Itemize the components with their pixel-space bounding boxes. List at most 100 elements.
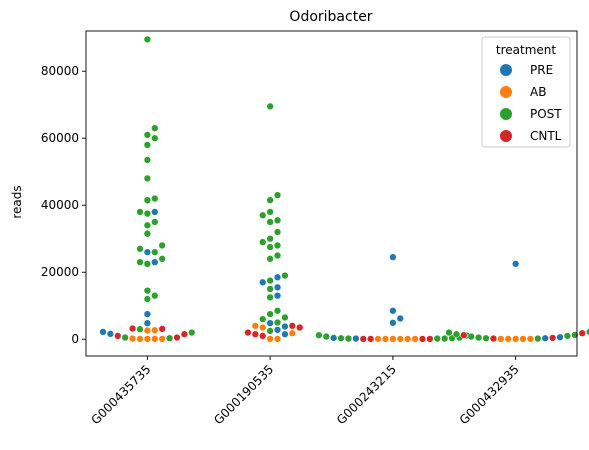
data-point-post — [266, 255, 274, 263]
data-point-cntl — [296, 323, 304, 332]
data-point-post — [563, 332, 572, 340]
data-point-pre — [330, 334, 338, 342]
data-point-post — [136, 245, 144, 253]
data-point-pre — [281, 330, 289, 338]
data-point-post — [266, 310, 274, 318]
data-point-cntl — [158, 325, 166, 333]
y-axis: 0 20000 40000 60000 80000 — [41, 64, 86, 346]
data-point-post — [143, 221, 152, 229]
data-point-ab — [411, 335, 419, 343]
data-point-cntl — [128, 324, 137, 333]
data-point-post — [534, 334, 542, 343]
legend-marker-pre — [500, 64, 512, 76]
data-point-post — [482, 334, 490, 342]
data-point-cntl — [114, 332, 122, 340]
data-point-post — [143, 287, 152, 295]
data-point-ab — [504, 335, 512, 343]
y-tick-label: 20000 — [41, 265, 79, 279]
x-axis: G000435735 G000190535 G000243215 G000432935 — [88, 356, 522, 427]
data-point-ab — [381, 335, 390, 343]
data-point-ab — [396, 335, 404, 343]
data-point-cntl — [460, 331, 468, 339]
data-point-post — [266, 276, 274, 285]
legend-marker-cntl — [500, 130, 512, 142]
data-point-ab — [259, 323, 267, 332]
data-point-pre — [151, 258, 159, 266]
data-point-ab — [404, 335, 412, 343]
data-point-pre — [106, 330, 115, 338]
data-point-ab — [288, 329, 296, 337]
data-point-post — [266, 208, 274, 216]
data-point-pre — [266, 319, 274, 327]
data-point-pre — [273, 292, 282, 300]
data-point-post — [143, 156, 152, 164]
data-point-post — [143, 209, 152, 218]
data-point-post — [273, 307, 282, 315]
data-point-ab — [497, 335, 505, 343]
data-point-pre — [389, 253, 397, 261]
data-point-ab — [519, 335, 527, 343]
data-point-post — [266, 285, 274, 293]
legend: treatment PRE AB POST CNTL — [481, 36, 571, 148]
data-point-post — [281, 313, 289, 322]
data-point-ab — [273, 335, 282, 343]
data-point-post — [121, 333, 129, 342]
data-point-post — [143, 260, 152, 268]
data-point-post — [273, 191, 282, 199]
data-point-pre — [396, 314, 404, 323]
data-point-post — [273, 241, 282, 250]
y-tick-label: 80000 — [41, 64, 79, 78]
legend-marker-ab — [500, 86, 512, 98]
data-point-cntl — [548, 334, 557, 342]
data-point-cntl — [259, 332, 267, 340]
data-point-pre — [273, 326, 282, 334]
data-point-pre — [143, 319, 152, 327]
data-point-post — [136, 258, 144, 266]
data-point-pre — [281, 322, 289, 331]
data-point-ab — [251, 322, 259, 330]
data-point-post — [266, 327, 274, 335]
data-point-cntl — [251, 330, 259, 338]
data-point-post — [188, 328, 196, 337]
data-point-post — [143, 295, 152, 303]
data-point-post — [143, 35, 152, 44]
data-point-pre — [151, 208, 159, 216]
data-point-pre — [541, 334, 549, 342]
data-point-pre — [143, 310, 152, 318]
data-point-post — [266, 102, 274, 111]
data-point-cntl — [578, 329, 586, 337]
data-point-post — [266, 243, 274, 251]
legend-label-ab: AB — [530, 85, 546, 99]
data-point-post — [337, 334, 345, 342]
data-point-pre — [273, 283, 282, 291]
data-point-post — [445, 328, 453, 337]
data-point-post — [136, 208, 144, 216]
data-point-post — [273, 251, 282, 260]
data-point-cntl — [288, 322, 296, 330]
data-point-ab — [526, 335, 535, 343]
plot-area — [99, 35, 589, 343]
data-point-cntl — [367, 335, 375, 343]
data-point-post — [143, 174, 152, 183]
data-point-pre — [143, 248, 152, 256]
data-point-post — [259, 238, 267, 246]
data-point-post — [143, 196, 152, 204]
data-point-post — [151, 134, 159, 142]
data-point-post — [143, 131, 152, 139]
data-point-pre — [389, 307, 397, 315]
x-tick-label: G000435735 — [88, 362, 153, 427]
data-point-cntl — [426, 335, 434, 343]
data-point-post — [273, 216, 282, 224]
data-point-post — [322, 332, 330, 341]
data-point-ab — [374, 335, 382, 343]
data-point-post — [585, 328, 589, 336]
data-point-post — [474, 333, 483, 342]
data-point-post — [266, 196, 274, 204]
data-point-post — [151, 124, 159, 132]
data-point-post — [273, 228, 282, 236]
plot-frame — [85, 30, 578, 357]
y-tick-label: 60000 — [41, 131, 79, 145]
data-point-post — [259, 211, 267, 219]
data-point-ab — [136, 335, 144, 343]
